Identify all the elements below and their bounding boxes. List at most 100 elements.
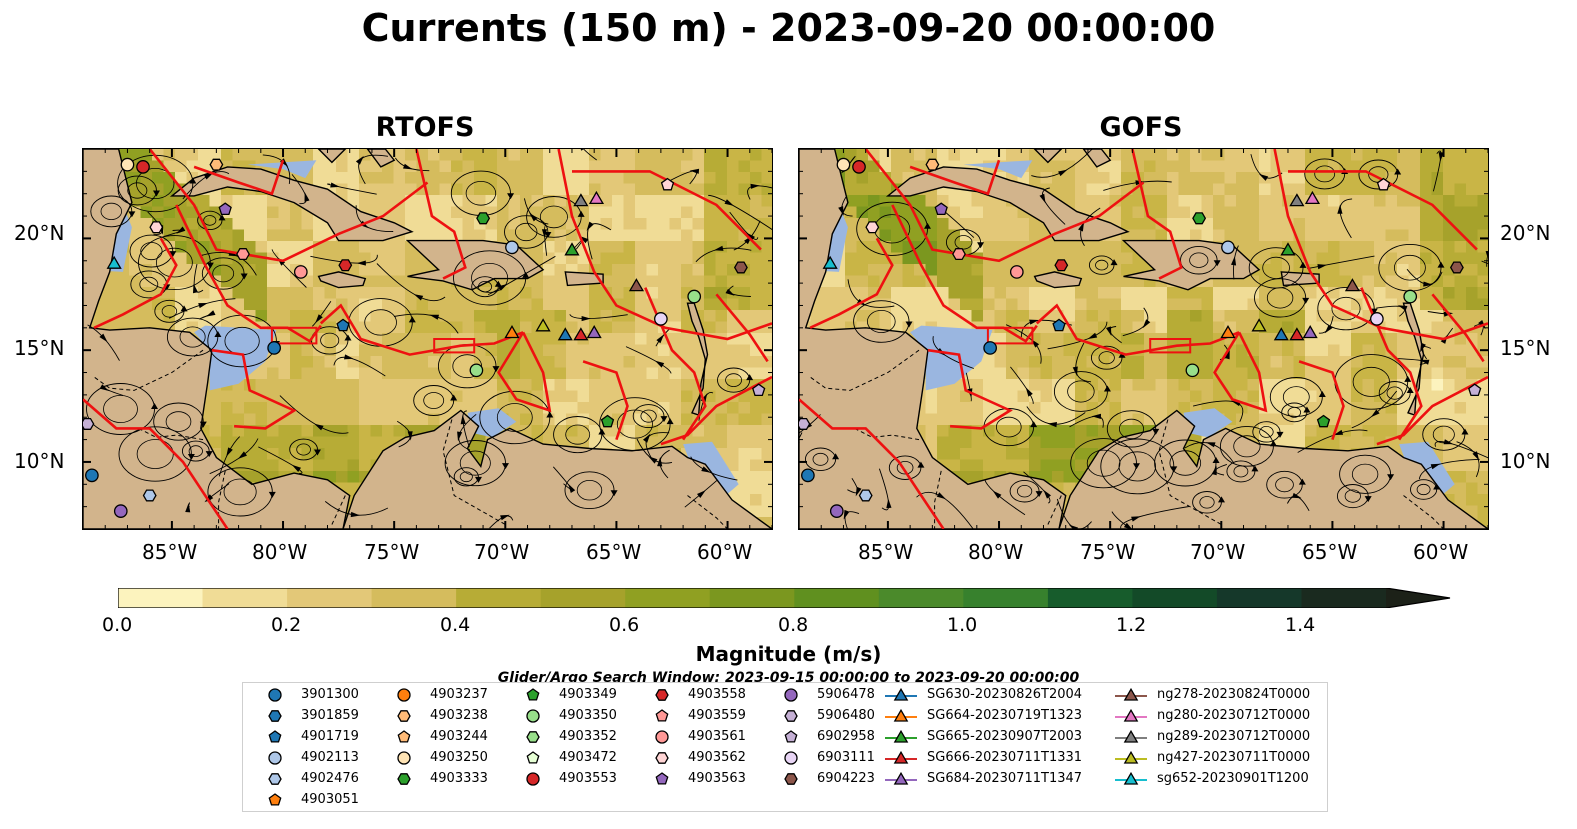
lat-label-20n-left: 20°N — [14, 221, 65, 245]
colorbar-bin — [963, 588, 1049, 608]
pentagon-icon — [397, 730, 411, 743]
lon-label-60w-gofs: 60°W — [1413, 540, 1469, 564]
colorbar-title: Magnitude (m/s) — [695, 642, 882, 666]
legend-label: 4903349 — [559, 687, 617, 702]
float-glider-markers — [83, 157, 766, 518]
colorbar-bin — [118, 588, 203, 608]
triangle-marker — [586, 324, 602, 339]
legend-label: 4903237 — [430, 687, 488, 702]
colorbar-tick-5: 1.0 — [947, 614, 978, 636]
legend-label: 6904223 — [817, 771, 875, 786]
axis-ticks — [799, 149, 1488, 529]
colorbar-bin — [1132, 588, 1218, 608]
legend-label: 3901859 — [301, 708, 359, 723]
pentagon-icon — [655, 772, 669, 785]
legend-label: 4903250 — [430, 750, 488, 765]
circle-marker — [469, 363, 484, 378]
land-jamaica — [1033, 271, 1083, 289]
legend-label: SG664-20230719T1323 — [927, 708, 1083, 723]
hexagon-icon — [268, 710, 282, 722]
legend-label: ng427-20230711T0000 — [1157, 750, 1311, 765]
pentagon-icon — [784, 730, 798, 743]
lat-label-15n-right: 15°N — [1500, 336, 1551, 360]
axis-ticks — [83, 149, 772, 529]
triangle-marker — [1273, 327, 1289, 341]
legend-label: 4903350 — [559, 708, 617, 723]
map-panel-rtofs — [82, 148, 773, 530]
circle-marker — [1370, 312, 1384, 326]
legend-label: 4903333 — [430, 771, 488, 786]
circle-marker — [801, 468, 815, 483]
circle-marker — [505, 240, 519, 255]
pentagon-marker — [600, 414, 615, 428]
land-bahamas2 — [1082, 149, 1112, 168]
legend-label: ng280-20230712T0000 — [1157, 708, 1311, 723]
pentagon-marker — [934, 202, 948, 216]
land-bahamas2 — [366, 149, 396, 168]
colorbar-extend-arrow — [1386, 588, 1450, 608]
colorbar-bin — [287, 588, 373, 608]
pentagon-icon — [268, 730, 282, 743]
triangle-marker — [1289, 327, 1305, 341]
legend-label: ng289-20230712T0000 — [1157, 729, 1311, 744]
triangle-icon — [1123, 688, 1139, 701]
land-southamerica — [1058, 409, 1488, 529]
colorbar-tick-0: 0.0 — [102, 614, 133, 636]
hexagon-icon — [784, 710, 798, 722]
legend-label: sg652-20230901T1200 — [1157, 771, 1309, 786]
pentagon-marker — [1376, 177, 1391, 191]
country-borders — [809, 349, 1444, 529]
hexagon-marker — [799, 417, 811, 430]
triangle-icon — [893, 751, 909, 764]
hexagon-marker — [476, 212, 491, 225]
lon-label-60w-rtofs: 60°W — [697, 540, 753, 564]
triangle-marker — [1251, 318, 1267, 332]
colorbar-bin — [540, 588, 626, 608]
panel-title-rtofs: RTOFS — [375, 112, 475, 143]
legend-label: 4903563 — [688, 771, 746, 786]
hexagon-marker — [952, 248, 966, 261]
colorbar-bin — [371, 588, 457, 608]
colorbar-tick-1: 0.2 — [271, 614, 302, 636]
legend-label: SG630-20230826T2004 — [927, 687, 1083, 702]
circle-icon — [397, 688, 411, 702]
circle-icon — [655, 730, 669, 744]
circle-marker — [836, 157, 851, 172]
lon-label-75w-rtofs: 75°W — [364, 540, 420, 564]
triangle-icon — [1123, 730, 1139, 743]
map-canvas-rtofs — [83, 149, 772, 529]
triangle-marker — [1304, 190, 1321, 205]
legend-label: 4903559 — [688, 708, 746, 723]
colorbar-bin — [1047, 588, 1133, 608]
panel-title-gofs: GOFS — [1099, 112, 1183, 143]
hexagon-icon — [268, 773, 282, 785]
legend-label: 4903352 — [559, 729, 617, 744]
legend-label: 4903553 — [559, 771, 617, 786]
hexagon-marker — [236, 248, 250, 261]
pentagon-marker — [660, 177, 675, 191]
legend-label: 4902476 — [301, 771, 359, 786]
pentagon-marker — [218, 202, 232, 216]
land-jamaica — [317, 271, 367, 289]
land-cuba — [885, 166, 1130, 242]
pentagon-marker — [1052, 318, 1066, 332]
circle-marker — [136, 160, 150, 174]
colorbar-bin — [1216, 588, 1302, 608]
legend-label: 4903472 — [559, 750, 617, 765]
hexagon-marker — [733, 261, 748, 274]
hexagon-marker — [338, 259, 353, 272]
circle-marker — [293, 265, 308, 279]
hexagon-marker — [925, 158, 940, 171]
colorbar-bin — [456, 588, 542, 608]
lon-label-80w-gofs: 80°W — [968, 540, 1024, 564]
hexagon-marker — [865, 221, 880, 234]
legend-label: 4902113 — [301, 750, 359, 765]
lon-label-70w-rtofs: 70°W — [474, 540, 530, 564]
land-bahamas1 — [317, 149, 347, 164]
triangle-icon — [1123, 709, 1139, 722]
triangle-icon — [893, 688, 909, 701]
hexagon-marker — [1192, 212, 1207, 225]
legend: 3901300 3901859 4901719 4902113 4902476 49030… — [242, 682, 1328, 812]
pentagon-icon — [526, 688, 540, 701]
triangle-marker — [573, 327, 589, 341]
